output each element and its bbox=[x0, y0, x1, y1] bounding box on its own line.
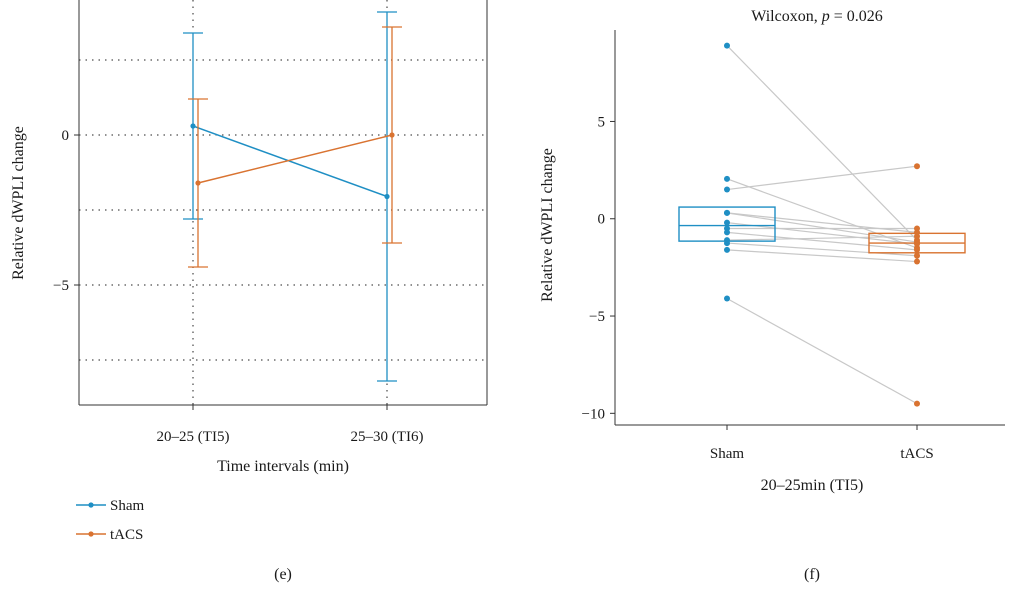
e-x-tick-label: 20–25 (TI5) bbox=[157, 429, 230, 445]
f-point-tacs bbox=[914, 246, 920, 253]
legend-marker-tacs bbox=[88, 531, 94, 537]
panel-e-line-chart: −5 0 20–25 (TI5) 25–30 (TI6) Relative dWPLI… bbox=[10, 0, 488, 543]
f-y-tick-label: 5 bbox=[598, 114, 606, 130]
f-pair-line bbox=[726, 45, 918, 241]
e-x-axis-label: Time intervals (min) bbox=[217, 458, 349, 475]
f-pair-line bbox=[726, 242, 918, 257]
f-y-tick-label: −10 bbox=[582, 406, 605, 422]
e-x-tick-label: 25–30 (TI6) bbox=[351, 429, 424, 445]
panel-f-caption: (f) bbox=[804, 566, 820, 583]
e-series-line-sham bbox=[192, 125, 388, 198]
f-point-tacs bbox=[914, 225, 920, 232]
f-y-tick-label: 0 bbox=[598, 212, 606, 228]
f-point-sham bbox=[724, 209, 730, 216]
f-x-tick-label: tACS bbox=[900, 446, 933, 462]
f-y-axis-label: Relative dWPLI change bbox=[539, 148, 556, 302]
e-point-sham bbox=[190, 123, 196, 129]
panel-f-box-chart: Wilcoxon, p = 0.026 −10 −5 0 5 Sham tACS Rela… bbox=[539, 8, 1005, 494]
f-point-tacs bbox=[914, 400, 920, 407]
f-pair-line bbox=[726, 297, 918, 405]
e-point-tacs bbox=[195, 180, 201, 186]
f-point-sham bbox=[724, 229, 730, 236]
f-point-tacs bbox=[914, 252, 920, 259]
panel-e-caption: (e) bbox=[274, 566, 292, 583]
f-point-tacs bbox=[914, 163, 920, 170]
f-title: Wilcoxon, p = 0.026 bbox=[751, 8, 882, 25]
f-x-axis-label: 20–25min (TI5) bbox=[761, 477, 864, 494]
f-point-sham bbox=[724, 42, 730, 49]
f-pair-line bbox=[726, 212, 918, 233]
f-point-tacs bbox=[914, 258, 920, 265]
e-point-tacs bbox=[389, 132, 395, 138]
f-point-sham bbox=[724, 175, 730, 182]
legend-label-sham: Sham bbox=[110, 498, 145, 514]
legend-label-tacs: tACS bbox=[110, 527, 143, 543]
f-y-tick-label: −5 bbox=[589, 309, 605, 325]
f-point-tacs bbox=[914, 241, 920, 248]
e-point-sham bbox=[384, 193, 390, 200]
e-y-tick-label: −5 bbox=[53, 278, 69, 294]
e-y-tick-label: 0 bbox=[62, 128, 70, 144]
legend-marker-sham bbox=[88, 502, 94, 508]
f-pair-line bbox=[726, 231, 918, 251]
f-point-sham bbox=[724, 240, 730, 247]
e-series-line-tacs bbox=[197, 134, 393, 184]
e-legend: Sham tACS bbox=[76, 498, 145, 543]
f-point-sham bbox=[724, 246, 730, 253]
f-pair-line bbox=[726, 249, 918, 263]
f-point-sham bbox=[724, 295, 730, 302]
f-pair-line bbox=[726, 235, 918, 241]
f-point-tacs bbox=[914, 233, 920, 240]
f-pair-line bbox=[726, 165, 918, 191]
f-point-sham bbox=[724, 219, 730, 226]
f-x-tick-label: Sham bbox=[710, 446, 745, 462]
f-point-sham bbox=[724, 186, 730, 193]
e-y-axis-label: Relative dWPLI change bbox=[10, 126, 27, 280]
